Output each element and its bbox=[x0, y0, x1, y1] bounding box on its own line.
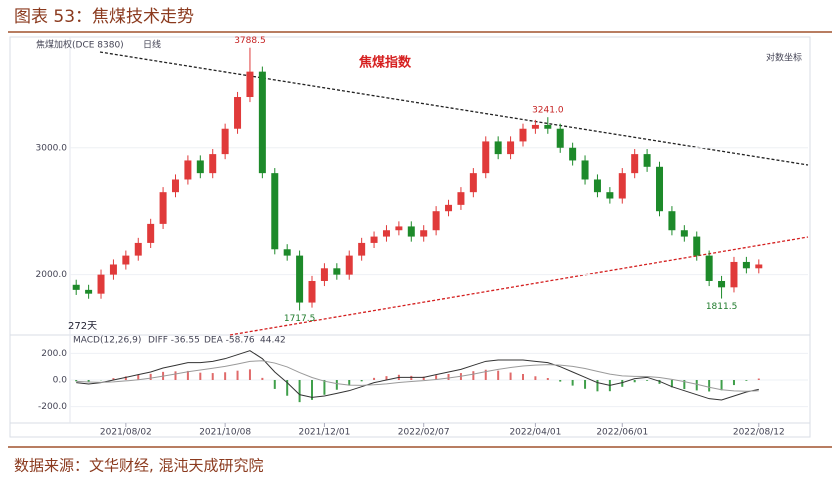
y-tick-label: -200.0 bbox=[38, 402, 67, 412]
page-title: 图表 53：焦煤技术走势 bbox=[14, 7, 194, 27]
price-annotation: 3788.5 bbox=[234, 36, 266, 46]
candle-body bbox=[432, 211, 440, 231]
candle-body bbox=[320, 268, 328, 281]
candle-body bbox=[643, 154, 651, 167]
candle-body bbox=[246, 71, 254, 98]
x-tick-label: 2021/08/02 bbox=[100, 428, 152, 438]
candle-body bbox=[693, 236, 701, 256]
macd-line bbox=[76, 360, 759, 392]
candle-body bbox=[258, 71, 266, 174]
candle-body bbox=[221, 128, 229, 155]
candle-body bbox=[482, 141, 490, 174]
candle-body bbox=[569, 147, 577, 161]
x-tick-label: 2022/02/07 bbox=[398, 428, 450, 438]
scale-note: 对数坐标 bbox=[766, 52, 802, 64]
candle-body bbox=[445, 204, 453, 212]
candle-body bbox=[345, 255, 353, 275]
candle-body bbox=[420, 230, 428, 237]
candle-body bbox=[109, 264, 117, 275]
candle-body bbox=[283, 249, 291, 256]
macd-title: MACD(12,26,9) bbox=[73, 336, 141, 346]
candle-body bbox=[382, 230, 390, 237]
candle-body bbox=[159, 192, 167, 224]
candle-body bbox=[296, 255, 304, 303]
candle-body bbox=[209, 154, 217, 174]
candle-body bbox=[85, 289, 93, 294]
y-tick-label: 0.0 bbox=[53, 376, 68, 386]
dea-reading: DEA -58.76 bbox=[204, 336, 255, 346]
period: 日线 bbox=[143, 39, 161, 51]
candle-body bbox=[656, 166, 664, 212]
candle-body bbox=[755, 264, 763, 269]
macd-line bbox=[76, 350, 759, 401]
candle-body bbox=[134, 242, 142, 256]
x-tick-label: 2022/06/01 bbox=[596, 428, 648, 438]
x-tick-label: 2021/10/08 bbox=[199, 428, 251, 438]
candle-body bbox=[544, 124, 552, 129]
candle-body bbox=[742, 261, 750, 269]
chart-title: 焦煤指数 bbox=[358, 55, 412, 71]
price-annotation: 1717.5 bbox=[284, 314, 316, 324]
macd-reading: 44.42 bbox=[260, 336, 286, 346]
candle-body bbox=[184, 160, 192, 180]
support-line bbox=[229, 236, 809, 336]
candle-body bbox=[593, 179, 601, 193]
instrument: 焦煤加权(DCE 8380) bbox=[36, 39, 124, 51]
candle-body bbox=[72, 284, 80, 290]
candle-body bbox=[581, 160, 589, 180]
candle-body bbox=[494, 141, 502, 155]
candle-body bbox=[370, 236, 378, 243]
candle-body bbox=[122, 255, 130, 265]
candle-body bbox=[668, 211, 676, 231]
candle-body bbox=[395, 226, 403, 231]
candle-body bbox=[556, 128, 564, 148]
candle-body bbox=[680, 230, 688, 237]
x-tick-label: 2021/12/01 bbox=[298, 428, 350, 438]
diff-reading: DIFF -36.55 bbox=[148, 336, 200, 346]
candle-body bbox=[97, 274, 105, 294]
candle-body bbox=[308, 280, 316, 303]
candle-body bbox=[730, 261, 738, 288]
candle-body bbox=[333, 268, 341, 275]
candle-body bbox=[469, 173, 477, 193]
x-tick-label: 2022/08/12 bbox=[733, 428, 785, 438]
candle-body bbox=[531, 124, 539, 129]
candle-body bbox=[196, 160, 204, 174]
price-annotation: 3241.0 bbox=[532, 106, 564, 116]
candle-body bbox=[718, 280, 726, 288]
candle-body bbox=[705, 255, 713, 281]
candle-body bbox=[147, 223, 155, 243]
candle-body bbox=[631, 154, 639, 174]
candle-body bbox=[606, 192, 614, 199]
candle-body bbox=[358, 242, 366, 256]
candle-body bbox=[407, 226, 415, 237]
y-tick-label: 2000.0 bbox=[36, 270, 68, 280]
y-tick-label: 3000.0 bbox=[36, 143, 68, 153]
candle-body bbox=[519, 128, 527, 142]
candle-body bbox=[507, 141, 515, 155]
x-tick-label: 2022/04/01 bbox=[509, 428, 561, 438]
candle-body bbox=[234, 97, 242, 129]
y-tick-label: 200.0 bbox=[41, 349, 67, 359]
price-annotation: 1811.5 bbox=[706, 302, 738, 312]
resistance-line bbox=[99, 51, 809, 166]
source: 数据来源：文华财经, 混沌天成研究院 bbox=[14, 457, 264, 475]
candle-body bbox=[271, 173, 279, 250]
count-label: 272天 bbox=[68, 321, 97, 332]
candle-body bbox=[618, 173, 626, 199]
candle-body bbox=[171, 179, 179, 193]
chart-frame bbox=[9, 36, 811, 438]
candle-body bbox=[457, 192, 465, 205]
